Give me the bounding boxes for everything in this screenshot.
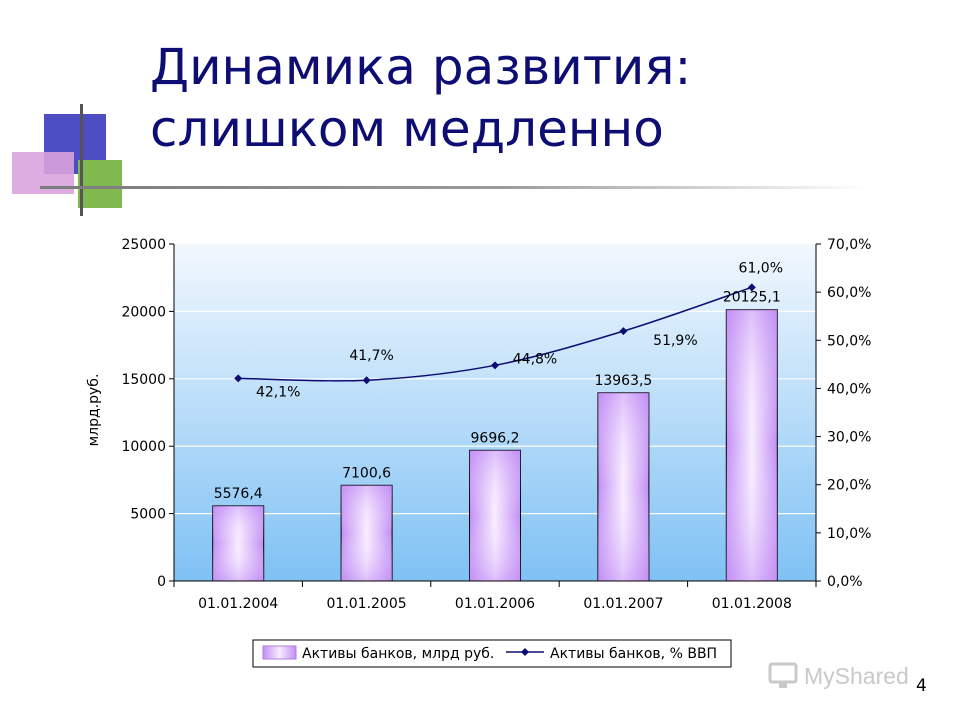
- line-series: [234, 283, 756, 385]
- bar-value-label: 5576,4: [214, 486, 263, 502]
- right-tick-label: 50,0%: [827, 333, 871, 349]
- legend: Активы банков, млрд руб. Активы банков, …: [252, 639, 732, 668]
- right-tick-label: 0,0%: [827, 574, 863, 590]
- title-line-1: Динамика развития:: [150, 38, 692, 96]
- line-point: [362, 376, 371, 385]
- line-value-label: 51,9%: [653, 333, 697, 349]
- title-line-2: слишком медленно: [150, 100, 664, 158]
- left-tick-label: 15000: [121, 372, 166, 388]
- watermark: MyShared: [768, 660, 909, 694]
- bar-shading: [597, 392, 649, 581]
- bars: [212, 309, 778, 582]
- slide-title: Динамика развития: слишком медленно: [150, 36, 910, 160]
- bar-shading: [341, 485, 393, 581]
- right-tick-label: 40,0%: [827, 381, 871, 397]
- decor-vertical-line: [80, 104, 83, 216]
- x-tick-label: 01.01.2004: [198, 596, 278, 612]
- title-divider: [40, 186, 870, 189]
- x-tick-label: 01.01.2005: [327, 596, 407, 612]
- line-point: [619, 327, 628, 336]
- left-axis-ticks: 0 5000 10000 15000 20000 25000: [121, 237, 174, 590]
- line-point: [491, 361, 499, 370]
- line-value-label: 44,8%: [513, 351, 557, 367]
- gridlines: [174, 310, 816, 515]
- right-tick-label: 30,0%: [827, 430, 871, 446]
- right-axis-ticks: 0,0% 10,0% 20,0% 30,0% 40,0% 50,0% 60,0% 70,0%: [816, 237, 871, 590]
- bar-shading: [212, 505, 264, 581]
- left-tick-label: 25000: [121, 237, 166, 253]
- bar-value-label: 7100,6: [342, 465, 391, 481]
- line-value-label: 41,7%: [349, 348, 393, 364]
- data-labels: 5576,4 7100,6 9696,2 13963,5 20125,1 42,1% 41,…: [214, 260, 783, 502]
- legend-bar-swatch: [262, 645, 297, 660]
- y-axis-title: млрд.руб.: [86, 374, 102, 447]
- left-tick-label: 5000: [130, 507, 166, 523]
- bar-shading: [469, 450, 521, 581]
- line-point: [747, 283, 756, 292]
- bar-value-label: 20125,1: [723, 290, 781, 306]
- legend-bar-label: Активы банков, млрд руб.: [302, 646, 494, 662]
- watermark-text: MyShared: [804, 663, 909, 689]
- legend-line-label: Активы банков, % ВВП: [550, 646, 717, 662]
- x-tick-label: 01.01.2007: [583, 596, 663, 612]
- x-tick-label: 01.01.2008: [712, 596, 792, 612]
- right-tick-label: 60,0%: [827, 285, 871, 301]
- bar-value-label: 13963,5: [594, 373, 652, 389]
- page-number: 4: [916, 676, 927, 696]
- line-value-label: 42,1%: [256, 384, 300, 400]
- decor-green-square: [78, 160, 122, 208]
- legend-line-marker: [521, 648, 529, 656]
- line-value-label: 61,0%: [739, 260, 783, 276]
- left-tick-label: 20000: [121, 304, 166, 320]
- right-tick-label: 20,0%: [827, 478, 871, 494]
- x-axis-ticks: 01.01.2004 01.01.2005 01.01.2006 01.01.2007…: [173, 581, 817, 612]
- bar-value-label: 9696,2: [471, 430, 520, 446]
- left-tick-label: 0: [157, 574, 166, 590]
- right-tick-label: 10,0%: [827, 526, 871, 542]
- x-tick-label: 01.01.2006: [455, 596, 535, 612]
- axes: [173, 244, 817, 582]
- left-tick-label: 10000: [121, 439, 166, 455]
- right-tick-label: 70,0%: [827, 237, 871, 253]
- line-point: [234, 374, 243, 383]
- monitor-icon: [768, 662, 798, 688]
- bar-shading: [726, 309, 778, 581]
